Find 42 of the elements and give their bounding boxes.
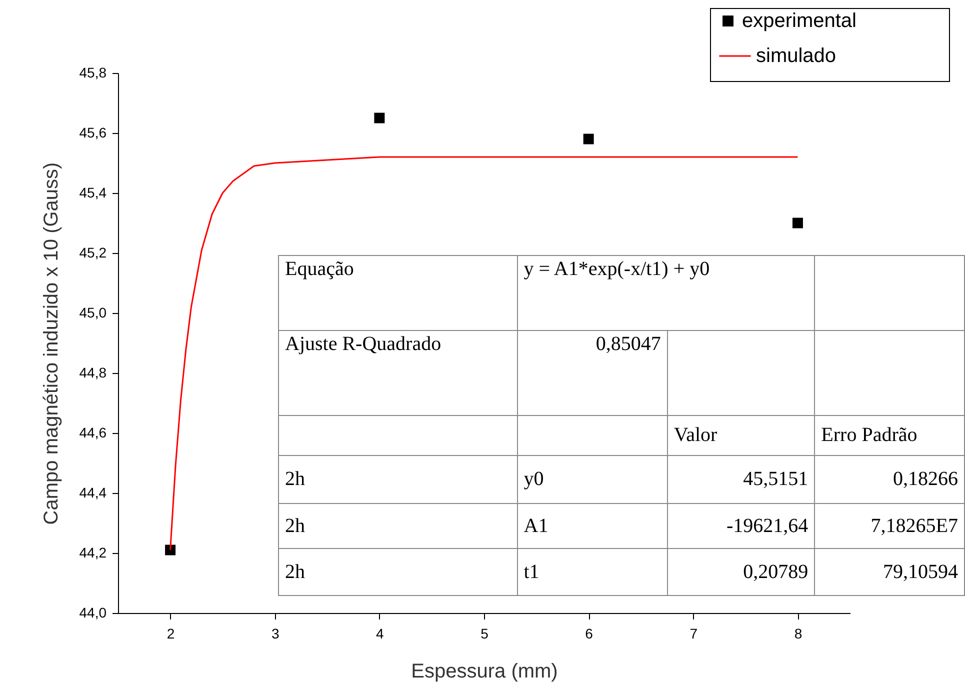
y-tick-label: 44,2: [79, 544, 107, 560]
annotation: 2h: [278, 504, 518, 548]
point: [374, 112, 385, 124]
y-tick-label: 44,6: [79, 424, 107, 440]
annotation: -19621,64: [667, 504, 815, 548]
x-tick-label: 4: [376, 626, 384, 642]
point: [792, 218, 803, 228]
annotation: Erro Padrão: [814, 416, 964, 456]
annotation: Valor: [667, 416, 815, 456]
annotation: Equação: [278, 256, 518, 330]
annotation: 2h: [278, 456, 518, 504]
text: 79,10594: [814, 548, 964, 596]
y-tick-label: 45,8: [79, 64, 107, 80]
x-tick-label: 3: [271, 626, 280, 642]
y-tick-label: 45,0: [79, 304, 107, 320]
annotation: y = A1*exp(-x/t1) + y0: [517, 256, 815, 330]
point: [583, 134, 594, 144]
annotation: 0,20789: [667, 548, 815, 596]
text: 0,18266: [814, 456, 964, 504]
annotation: Ajuste R-Quadrado: [278, 330, 518, 416]
annotation: 45,5151: [667, 456, 815, 504]
x-tick-label: 7: [690, 626, 698, 642]
annotation: A1: [517, 504, 668, 548]
annotation: 0,85047: [517, 330, 668, 416]
legend-label: simulado: [756, 45, 836, 67]
x-tick-label: 2: [166, 626, 175, 642]
legend-label: experimental: [742, 10, 857, 32]
y-tick-label: 44,0: [79, 604, 107, 620]
x-tick-label: 5: [480, 626, 489, 642]
annotation: y0: [517, 456, 668, 504]
y-axis-title: Campo magnético induzido x 10 (Gauss): [40, 162, 62, 525]
annotation: 2h: [278, 548, 518, 596]
annotation: t1: [517, 548, 668, 596]
y-tick-label: 45,2: [79, 244, 107, 260]
y-tick-label: 44,8: [79, 364, 107, 380]
y-tick-label: 45,6: [79, 124, 107, 140]
x-tick-label: 6: [585, 626, 594, 642]
y-tick-label: 45,4: [79, 184, 107, 200]
x-axis-title: Espessura (mm): [411, 660, 558, 682]
text: 7,18265E7: [814, 504, 964, 548]
y-tick-label: 44,4: [79, 484, 107, 500]
x-tick-label: 8: [794, 626, 802, 642]
